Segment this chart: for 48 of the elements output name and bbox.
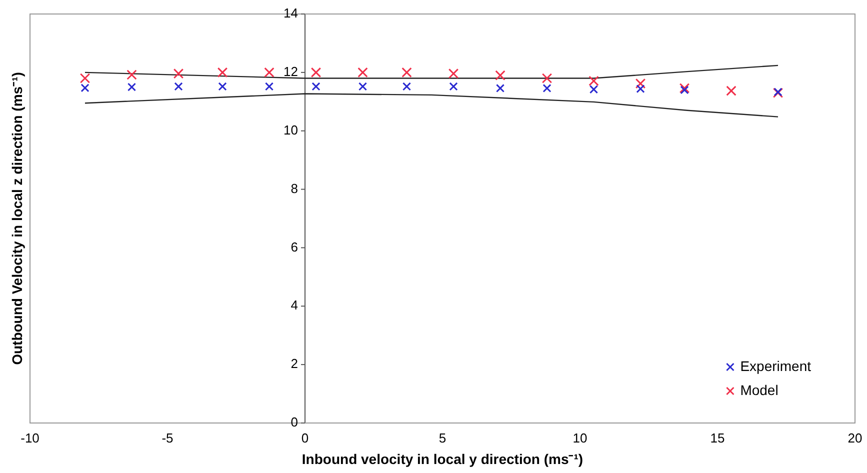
point	[448, 68, 459, 79]
point	[449, 82, 458, 91]
y-tick-label: 0	[290, 414, 298, 430]
point	[310, 67, 322, 78]
y-axis-title: Outbound Velocity in local z direction (ms⁻¹)	[8, 72, 25, 365]
x-tick-label: 5	[438, 430, 446, 446]
point	[126, 70, 137, 80]
point	[174, 82, 183, 91]
x-tick-label: 0	[301, 430, 309, 446]
point	[679, 83, 690, 94]
x-tick-label: 10	[572, 430, 588, 446]
legend-label: Experiment	[740, 358, 812, 374]
y-tick-label: 14	[284, 6, 298, 21]
legend-label: Model	[740, 382, 778, 398]
point	[495, 70, 506, 80]
y-tick-label: 4	[290, 298, 298, 313]
point	[588, 76, 599, 86]
point	[542, 84, 552, 92]
point	[402, 67, 412, 78]
y-tick-label: 8	[290, 180, 298, 196]
point	[217, 67, 228, 78]
point	[264, 67, 274, 78]
point	[542, 73, 552, 84]
point	[80, 73, 90, 84]
x-tick-label: -10	[20, 430, 40, 446]
point	[218, 82, 227, 91]
y-tick-label: 2	[290, 356, 298, 372]
x-tick-label: -5	[162, 430, 174, 446]
point	[80, 84, 90, 92]
point	[264, 82, 274, 91]
point	[402, 82, 412, 91]
point	[358, 67, 368, 78]
point	[312, 82, 320, 91]
point	[635, 78, 646, 89]
point	[358, 82, 368, 91]
point	[496, 84, 505, 92]
y-tick-label: 6	[290, 239, 298, 254]
point	[636, 84, 645, 94]
point	[173, 68, 184, 79]
point	[589, 85, 598, 94]
y-tick-label: 12	[284, 64, 298, 80]
x-tick-label: 20	[848, 430, 862, 446]
point	[680, 86, 689, 94]
y-tick-label: 10	[284, 122, 298, 138]
point	[726, 86, 736, 96]
x-axis-title: Inbound velocity in local y direction (ms⁻¹)	[302, 450, 584, 467]
x-tick-label: 15	[710, 430, 725, 446]
point	[127, 82, 136, 92]
